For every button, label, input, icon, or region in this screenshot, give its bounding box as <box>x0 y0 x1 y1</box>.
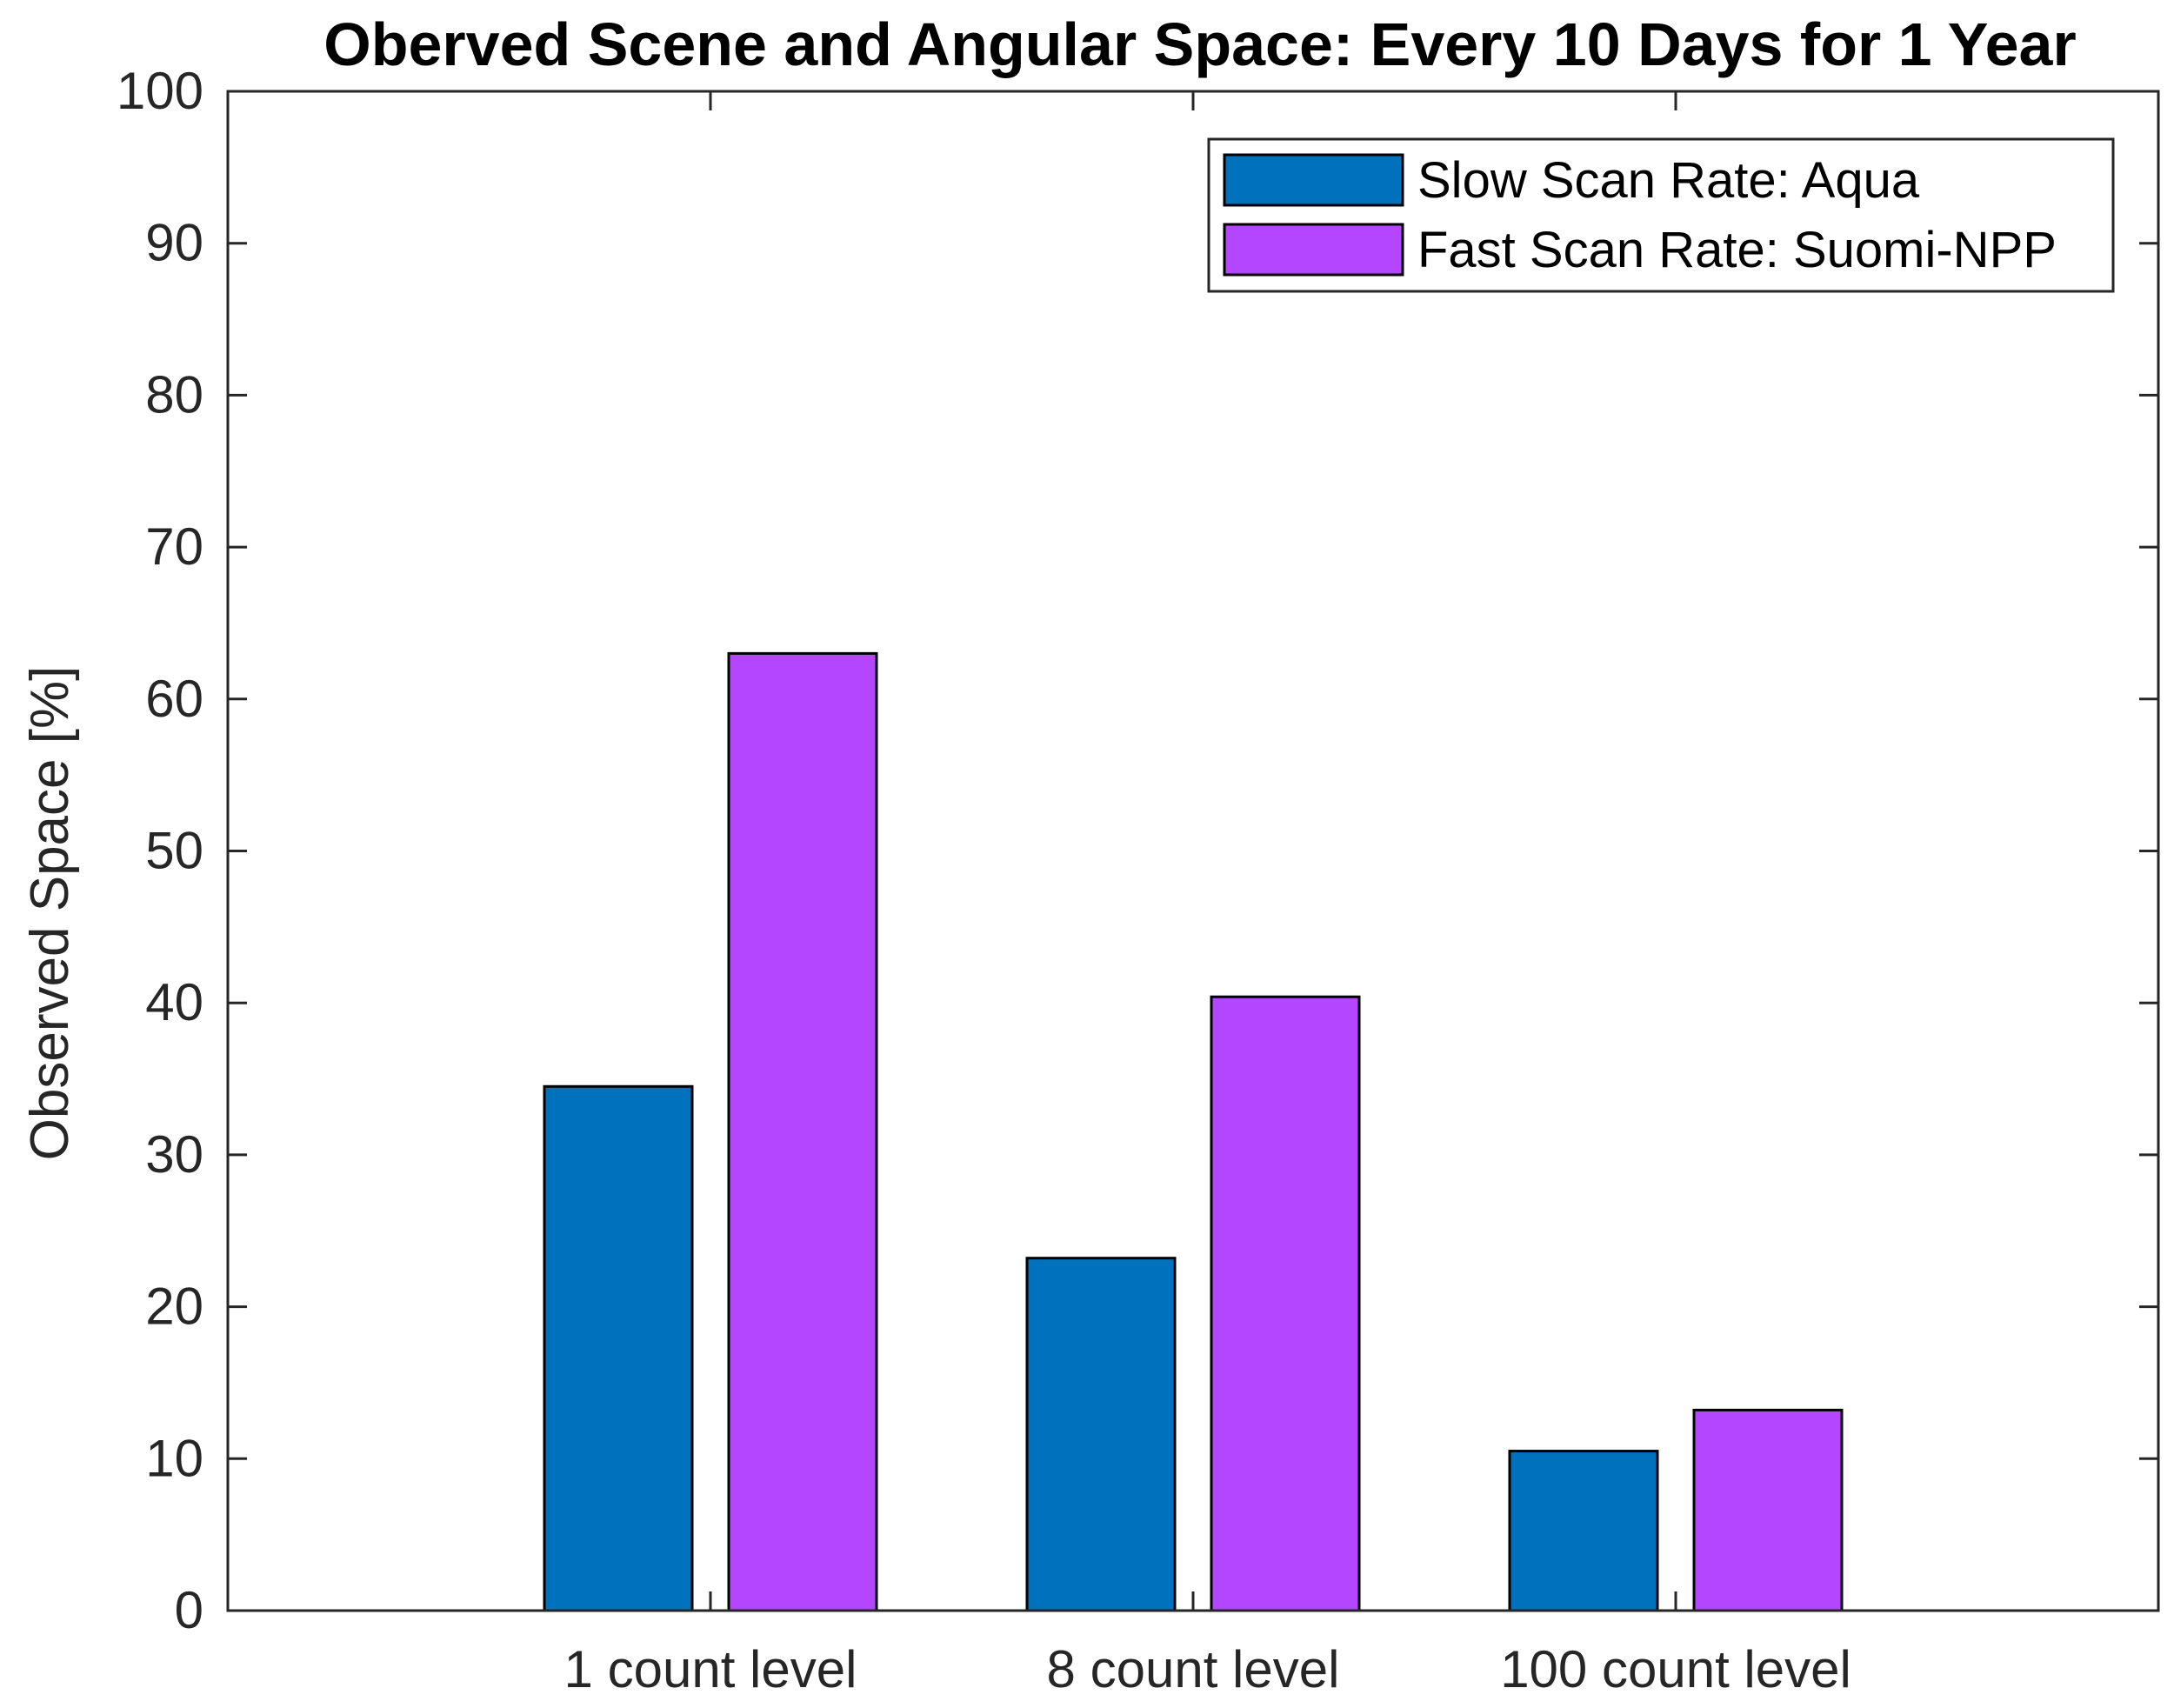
bar-aqua-2 <box>1025 1257 1177 1612</box>
y-tick-label: 40 <box>145 973 203 1031</box>
legend-swatch-1 <box>1223 153 1404 207</box>
bar-suomi-npp-3 <box>1692 1408 1844 1612</box>
x-tick-label: 100 count level <box>1500 1640 1851 1698</box>
x-tick-label: 1 count level <box>564 1640 857 1698</box>
axes: 0 10 20 30 40 50 60 70 80 90 100 1 count level 8 cou… <box>117 62 2160 1698</box>
legend-label-2: Fast Scan Rate: Suomi-NPP <box>1417 222 2057 278</box>
y-axis-label: Observed Space [%] <box>20 666 80 1161</box>
bar-aqua-3 <box>1508 1450 1659 1612</box>
y-tick-label: 80 <box>145 365 203 424</box>
y-tick-label: 30 <box>145 1125 203 1184</box>
chart-title: Oberved Scene and Angular Space: Every 1… <box>323 10 2076 78</box>
plot-frame <box>226 90 2160 1612</box>
y-tick-label: 100 <box>117 62 203 120</box>
y-tick-label: 60 <box>145 670 203 728</box>
legend: Slow Scan Rate: Aqua Fast Scan Rate: Suom… <box>1207 137 2115 293</box>
y-tick-label: 10 <box>145 1429 203 1487</box>
bar-aqua-1 <box>543 1084 694 1612</box>
bar-suomi-npp-1 <box>727 651 878 1612</box>
x-tick-label: 8 count level <box>1047 1640 1340 1698</box>
y-tick-label: 0 <box>175 1581 203 1639</box>
legend-label-1: Slow Scan Rate: Aqua <box>1417 152 1920 209</box>
legend-swatch-2 <box>1223 223 1404 277</box>
y-tick-label: 50 <box>145 822 203 880</box>
y-tick-label: 20 <box>145 1278 203 1336</box>
bars-group <box>543 651 1844 1612</box>
y-tick-label: 70 <box>145 517 203 576</box>
bar-suomi-npp-2 <box>1210 995 1361 1612</box>
y-tick-label: 90 <box>145 214 203 272</box>
